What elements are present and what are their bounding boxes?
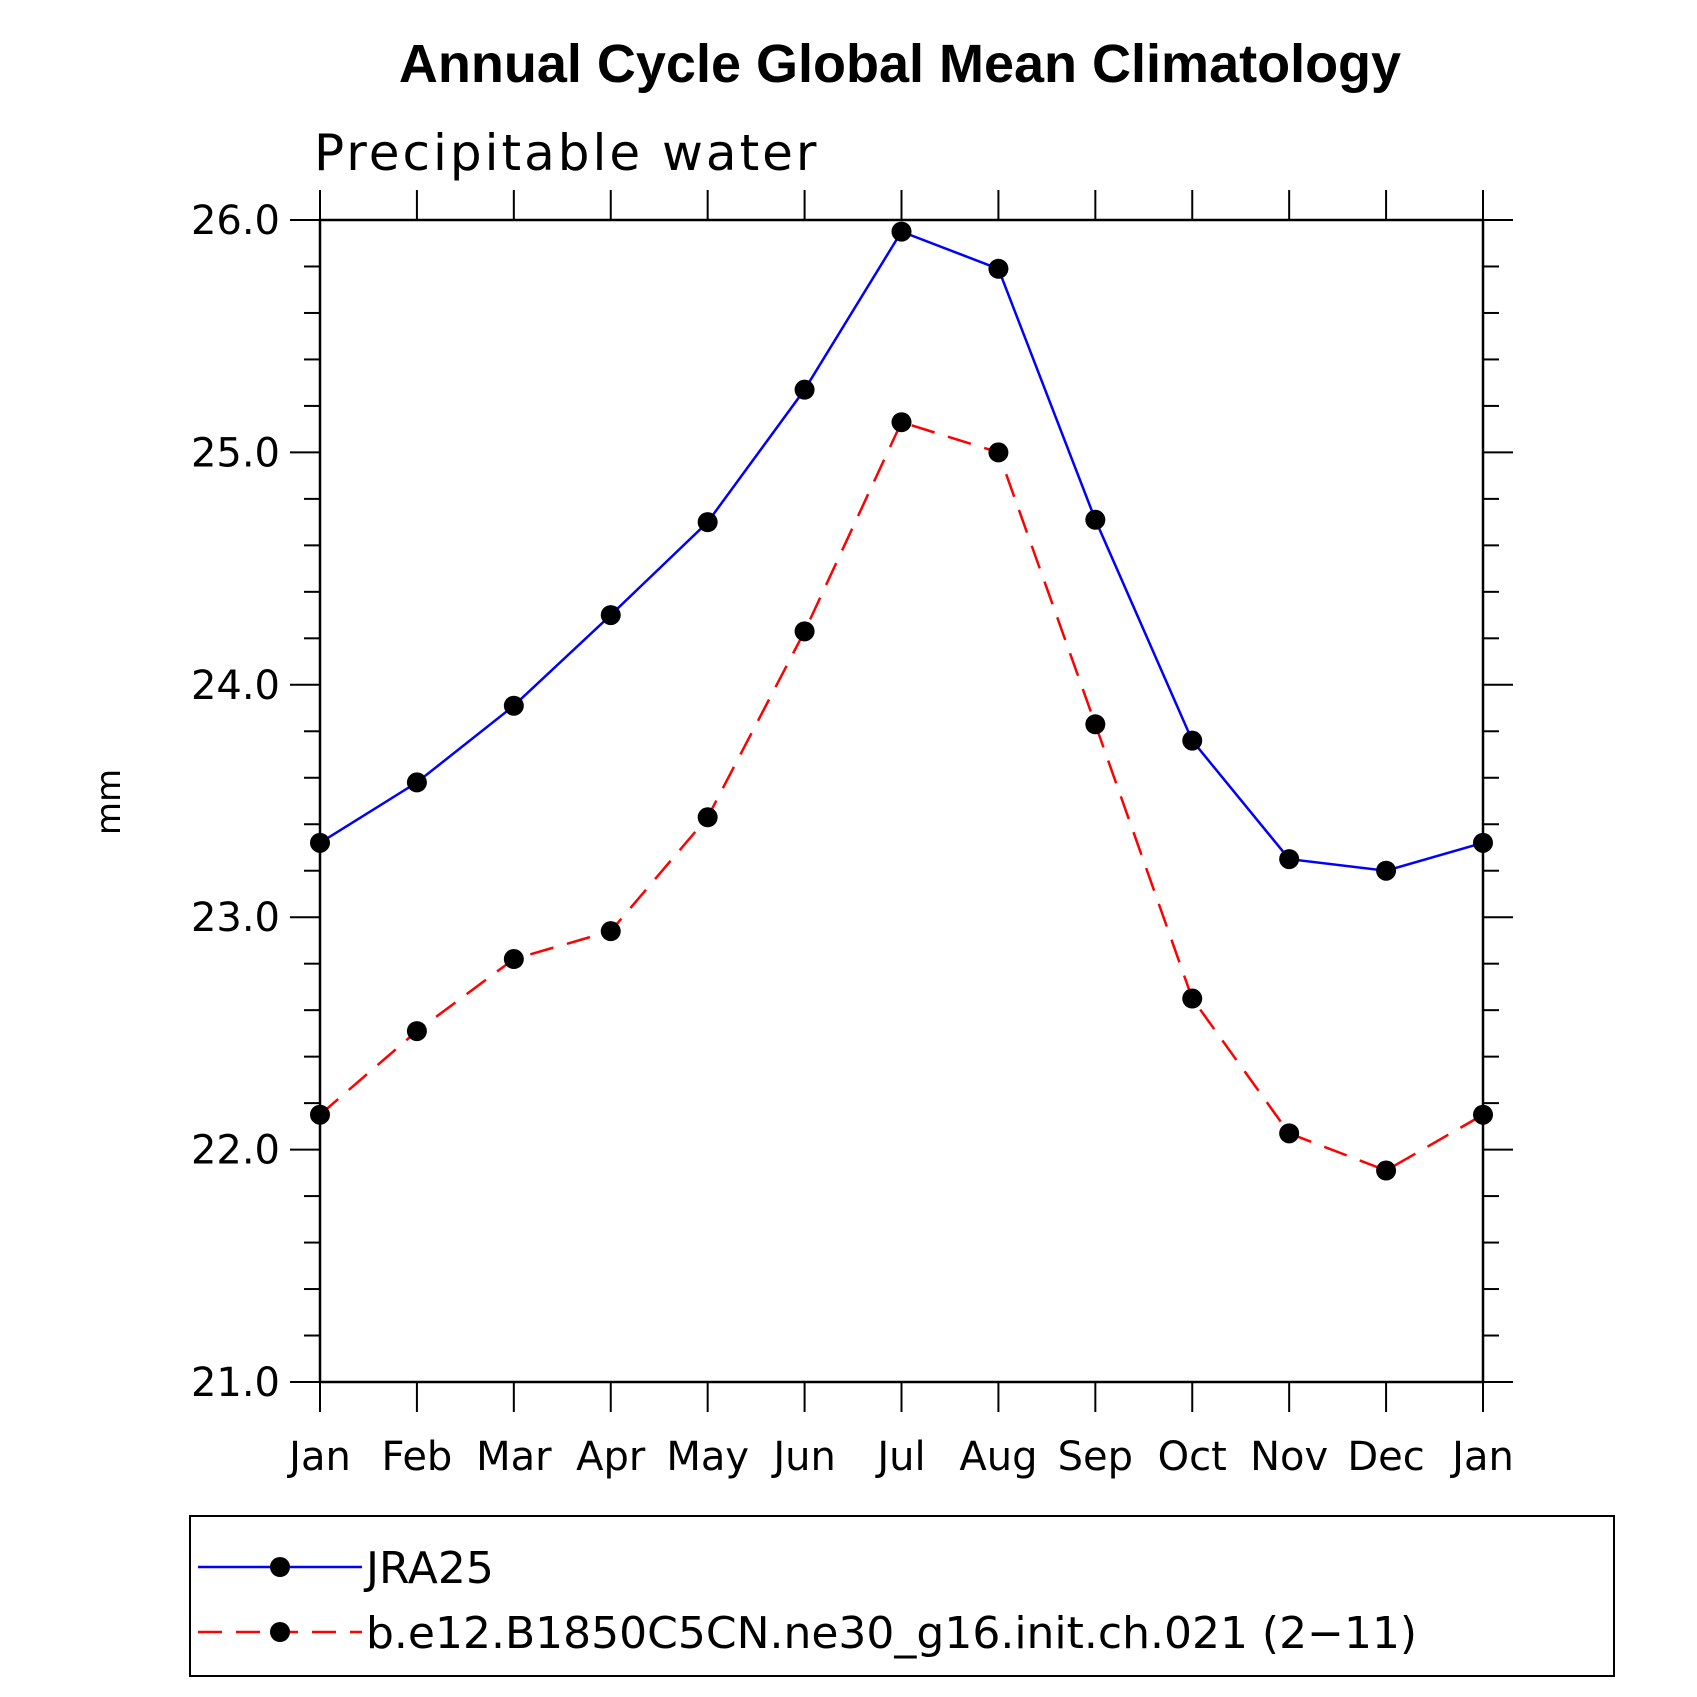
data-point [988, 258, 1009, 279]
x-tick-label: Jan [286, 1434, 351, 1480]
y-tick-label: 25.0 [191, 430, 280, 476]
x-tick-label: Aug [959, 1434, 1037, 1480]
x-tick-label: Jan [1449, 1434, 1514, 1480]
axes-frame: 21.0 22.0 23.0 24.0 25.0 26.0 Jan Feb Mar Apr May J… [191, 190, 1514, 1480]
data-point [891, 412, 912, 433]
data-point [1085, 509, 1106, 530]
data-point [503, 949, 524, 970]
data-point [310, 1104, 330, 1125]
data-point [600, 605, 621, 626]
x-tick-label: Jul [874, 1434, 925, 1480]
data-point [1279, 1123, 1300, 1144]
data-point [1473, 832, 1493, 853]
y-tick-label: 23.0 [191, 895, 280, 941]
y-tick-label: 24.0 [191, 663, 280, 709]
x-tick-label: Dec [1347, 1434, 1424, 1480]
x-tick-label: Mar [476, 1434, 552, 1480]
x-tick-label: May [666, 1434, 749, 1480]
data-point [988, 442, 1009, 463]
data-point [503, 695, 524, 716]
legend-marker [270, 1622, 290, 1642]
data-point [1085, 714, 1106, 735]
series-line [319, 230, 1484, 872]
x-tick-label: Sep [1058, 1434, 1133, 1480]
chart-subtitle: Precipitable water [314, 124, 820, 182]
data-point [600, 921, 621, 942]
legend-label: JRA25 [363, 1543, 494, 1594]
data-point [406, 772, 427, 793]
legend-marker [270, 1557, 290, 1577]
data-point [697, 512, 718, 533]
data-point [1376, 860, 1397, 881]
y-tick-label: 22.0 [191, 1128, 280, 1174]
series-jra25 [310, 221, 1493, 881]
y-axis-label: mm [89, 769, 129, 835]
x-tick-label: Feb [382, 1434, 453, 1480]
data-point [1182, 988, 1203, 1009]
data-point [1279, 849, 1300, 870]
legend: JRA25 b.e12.B1850C5CN.ne30_g16.init.ch.02… [189, 1515, 1615, 1677]
data-point [697, 807, 718, 828]
plot-frame [318, 218, 1485, 1384]
series-layer [310, 221, 1493, 1181]
series-line [319, 420, 1484, 1172]
x-tick-label: Oct [1158, 1434, 1227, 1480]
y-tick-label: 26.0 [191, 198, 280, 244]
x-tick-label: Nov [1250, 1434, 1328, 1480]
legend-label: b.e12.B1850C5CN.ne30_g16.init.ch.021 (2−… [366, 1608, 1417, 1659]
data-point [891, 221, 912, 242]
data-point [310, 832, 330, 853]
data-point [1376, 1160, 1397, 1181]
data-point [406, 1021, 427, 1042]
data-point [794, 379, 815, 400]
x-tick-label: Jun [770, 1434, 836, 1480]
x-tick-label: Apr [576, 1434, 646, 1480]
y-tick-label: 21.0 [191, 1360, 280, 1406]
data-point [794, 621, 815, 642]
data-point [1182, 730, 1203, 751]
series-model-run [310, 412, 1493, 1181]
chart-title: Annual Cycle Global Mean Climatology [399, 34, 1401, 94]
legend-box [189, 1515, 1615, 1677]
data-point [1473, 1104, 1493, 1125]
